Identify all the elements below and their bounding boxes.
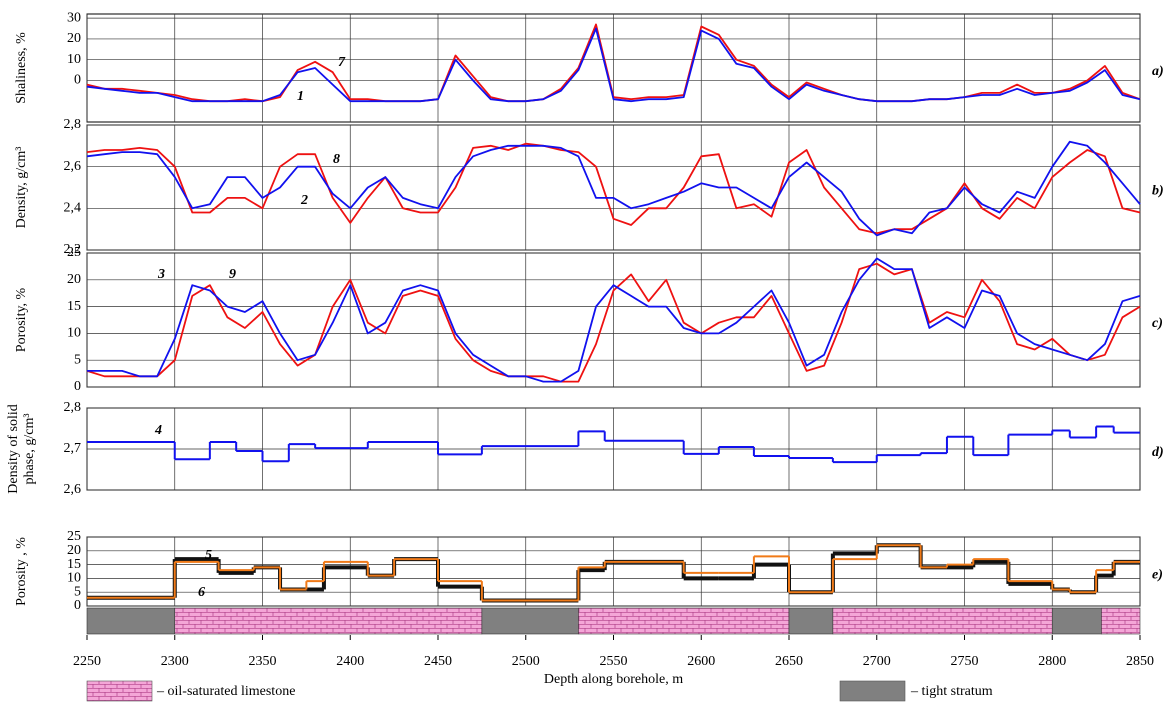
x-tick-label: 2550 [600,654,628,669]
y-axis-label: Density of solid [6,404,21,493]
panel-letter: d) [1152,445,1164,460]
y-axis-label: Shaliness, % [14,32,29,104]
x-axis-label: Depth along borehole, m [544,672,683,687]
x-tick-label: 2350 [249,654,277,669]
y-tick-label: 5 [74,584,81,599]
panel-letter: e) [1152,568,1163,583]
y-tick-label: 15 [67,557,81,572]
y-tick-label: 20 [67,543,81,558]
log-curve [86,27,1141,103]
y-tick-label: 2,6 [64,159,82,174]
y-tick-label: 15 [67,299,81,314]
stratum [481,607,579,635]
stratum [174,607,483,635]
x-tick-label: 2600 [687,654,715,669]
x-tick-label: 2400 [336,654,364,669]
y-tick-label: 25 [67,529,81,544]
y-axis-label: Porosity, % [14,287,29,352]
y-tick-label: 10 [67,52,81,67]
y-tick-label: 20 [67,272,81,287]
stratum [86,607,176,635]
x-tick-label: 2650 [775,654,803,669]
y-tick-label: 5 [74,352,81,367]
stratum [832,607,1053,635]
log-curve [86,142,1141,235]
curve-label: 5 [205,548,212,563]
curve-label: 3 [157,267,165,282]
x-tick-label: 2700 [863,654,891,669]
x-tick-label: 2300 [161,654,189,669]
x-tick-label: 2800 [1038,654,1066,669]
x-tick-label: 2450 [424,654,452,669]
panel-letter: a) [1152,64,1164,79]
y-axis-label: phase, g/cm³ [22,413,37,484]
legend-label: – tight stratum [910,684,993,699]
panel-letter: b) [1152,184,1164,199]
y-tick-label: 30 [67,10,81,25]
panel-letter: c) [1152,316,1163,331]
stratum [1101,607,1141,635]
y-tick-label: 2,4 [64,201,82,216]
y-tick-label: 2,8 [64,400,82,415]
y-tick-label: 2,7 [64,441,82,456]
y-axis-label: Porosity , % [14,537,29,606]
x-tick-label: 2750 [951,654,979,669]
y-tick-label: 2,2 [64,242,82,257]
y-tick-label: 0 [74,379,81,394]
curve-label: 4 [154,423,162,438]
log-curve [86,262,1141,383]
y-tick-label: 2,6 [64,482,82,497]
legend-label: – oil-saturated limestone [156,684,295,699]
x-tick-label: 2500 [512,654,540,669]
curve-label: 8 [333,152,340,167]
x-tick-label: 2850 [1126,654,1154,669]
curve-label: 9 [229,267,236,282]
y-tick-label: 0 [74,598,81,613]
curve-label: 2 [300,193,308,208]
log-curve [87,257,1141,383]
legend-swatch [839,680,906,702]
y-axis-label: Density, g/cm³ [14,147,29,229]
y-tick-label: 10 [67,571,81,586]
stratum [788,607,834,635]
legend-swatch [86,680,153,702]
y-tick-label: 0 [74,73,81,88]
curve-label: 7 [338,55,346,70]
curve-label: 1 [297,89,304,104]
curve-label: 6 [198,585,205,600]
y-tick-label: 20 [67,31,81,46]
log-curve [86,140,1141,237]
stratum [578,607,790,635]
stratum [1051,607,1102,635]
y-tick-label: 25 [67,245,81,260]
y-tick-label: 2,8 [64,117,82,132]
y-tick-label: 10 [67,326,81,341]
x-tick-label: 2250 [73,654,101,669]
